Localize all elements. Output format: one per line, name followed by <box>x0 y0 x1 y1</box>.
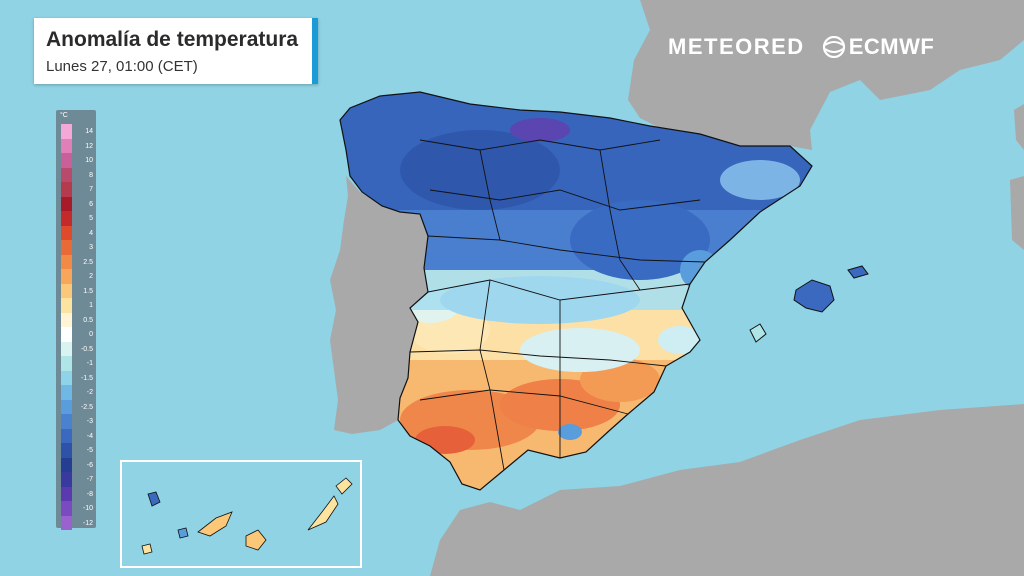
legend-swatch <box>61 428 72 443</box>
region-boundaries <box>409 139 706 471</box>
legend-label: -2 <box>86 389 93 396</box>
legend-label: 0 <box>89 331 93 338</box>
land-corsica <box>1014 104 1024 150</box>
legend-label: 5 <box>89 215 93 222</box>
title-accent-bar <box>312 18 318 84</box>
legend-swatch <box>61 240 72 255</box>
land-portugal <box>330 176 428 434</box>
spain-outline <box>339 91 813 491</box>
legend-swatch <box>61 457 72 472</box>
map-subtitle: Lunes 27, 01:00 (CET) <box>46 58 198 75</box>
legend-label: -3 <box>86 418 93 425</box>
legend-swatch <box>61 385 72 400</box>
land-sardinia <box>1010 176 1024 250</box>
land-africa <box>430 404 1024 576</box>
ecmwf-swirl-icon <box>822 36 845 58</box>
legend-label: -5 <box>86 447 93 454</box>
ecmwf-logo: ECMWF <box>848 34 935 59</box>
legend-swatch <box>61 124 72 139</box>
legend-swatch <box>61 196 72 211</box>
legend-swatch <box>61 211 72 226</box>
legend-label: -8 <box>86 490 93 498</box>
legend-label: 6 <box>89 200 93 208</box>
island-mallorca <box>793 279 835 313</box>
legend-swatch <box>61 356 72 371</box>
legend-swatch <box>61 298 72 313</box>
title-panel: Anomalía de temperatura Lunes 27, 01:00 … <box>34 18 318 84</box>
legend-swatch <box>61 327 72 342</box>
legend-label: -1.5 <box>80 374 93 382</box>
meteored-logo: METEORED <box>668 34 805 59</box>
legend-label: 4 <box>89 229 93 237</box>
map-title: Anomalía de temperatura <box>46 28 299 51</box>
legend-label: 1 <box>89 302 93 309</box>
legend-label: -1 <box>86 360 93 367</box>
legend-label: -4 <box>86 432 93 440</box>
legend-swatch <box>61 312 72 327</box>
legend-swatch <box>61 370 72 385</box>
legend-label: 2 <box>89 273 93 280</box>
legend-swatch <box>61 269 72 284</box>
legend-label: 3 <box>89 244 93 251</box>
legend-swatch <box>61 153 72 168</box>
legend-label: 1.5 <box>83 287 93 295</box>
legend-label: -6 <box>86 461 93 469</box>
legend-swatch <box>61 254 72 269</box>
legend-label: -12 <box>82 519 93 527</box>
legend-swatch <box>61 399 72 414</box>
legend-swatch <box>61 182 72 197</box>
legend-swatch <box>61 138 72 153</box>
legend-swatch <box>61 225 72 240</box>
legend-swatch <box>61 443 72 458</box>
canary-inset <box>120 460 362 568</box>
legend-unit: °C <box>60 112 68 119</box>
legend-swatch <box>61 414 72 429</box>
logo-bar: METEORED ECMWF <box>668 34 934 60</box>
color-legend: °C 14 12 10 8 7 6 5 4 3 2.5 2 1.5 1 0.5 0 -0.5 -1 -1.5 -2 -… <box>56 110 96 530</box>
legend-swatch <box>61 501 72 516</box>
legend-swatch <box>61 167 72 182</box>
legend-label: 8 <box>89 171 93 179</box>
legend-label: 14 <box>85 128 93 135</box>
legend-label: 12 <box>85 142 93 150</box>
legend-swatch <box>61 341 72 356</box>
legend-swatch <box>61 283 72 298</box>
legend-label: 2.5 <box>83 258 93 266</box>
legend-label: -0.5 <box>80 345 93 353</box>
legend-label: -7 <box>86 476 93 483</box>
legend-swatch <box>61 515 72 530</box>
legend-label: -2.5 <box>80 403 93 411</box>
land-france <box>628 0 1024 150</box>
canary-islands <box>141 477 353 555</box>
island-ibiza <box>749 323 767 343</box>
legend-label: 0.5 <box>83 316 93 324</box>
legend-swatch <box>61 486 72 501</box>
island-menorca <box>847 265 869 279</box>
legend-swatch <box>61 472 72 487</box>
legend-label: 10 <box>85 157 93 164</box>
legend-label: -10 <box>82 505 93 512</box>
legend-label: 7 <box>89 186 93 193</box>
